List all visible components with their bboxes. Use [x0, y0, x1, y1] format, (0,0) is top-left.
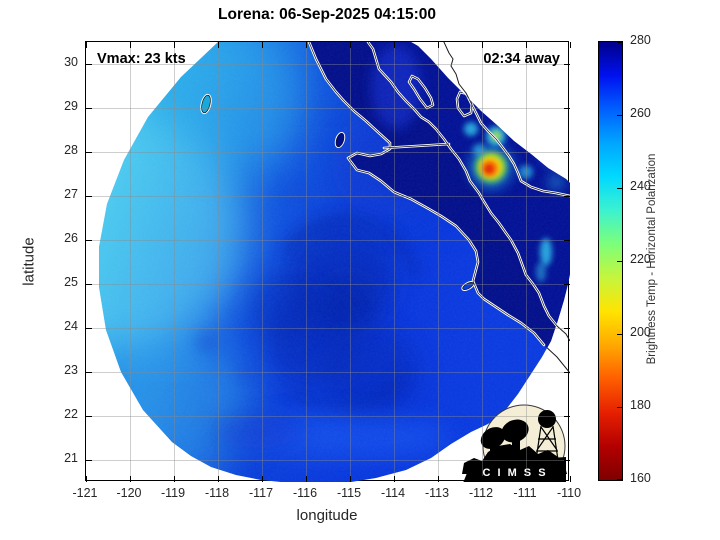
colorbar-tick — [617, 406, 622, 408]
colorbar-tick — [617, 333, 622, 335]
colorbar-tick-label: 220 — [630, 252, 651, 266]
cimss-banner-text: C I M S S — [482, 467, 547, 479]
colorbar-tick — [617, 42, 622, 43]
colorbar-tick — [617, 187, 622, 189]
y-axis-label: latitude — [20, 237, 38, 286]
x-tick-label: -110 — [556, 486, 582, 500]
y-tick-label: 21 — [64, 451, 78, 465]
x-tick-label: -112 — [468, 486, 494, 500]
y-tick-label: 25 — [64, 275, 78, 289]
colorbar-tick — [617, 260, 622, 262]
colorbar-tick-label: 160 — [630, 471, 651, 485]
y-tick-label: 30 — [64, 55, 78, 69]
colorbar — [598, 41, 623, 481]
y-tick-label: 23 — [64, 363, 78, 377]
x-tick-label: -116 — [292, 486, 318, 500]
y-tick-label: 22 — [64, 407, 78, 421]
x-tick-label: -111 — [513, 486, 537, 500]
plot-title: Lorena: 06-Sep-2025 04:15:00 — [218, 6, 436, 23]
satellite-dish-icon — [480, 419, 529, 458]
vmax-annotation: Vmax: 23 kts — [97, 51, 186, 67]
colorbar-tick — [617, 479, 622, 480]
x-tick-label: -114 — [380, 486, 406, 500]
colorbar-tick-label: 240 — [630, 179, 651, 193]
cimss-banner — [463, 457, 566, 482]
x-tick-label: -118 — [204, 486, 230, 500]
colorbar-tick-label: 180 — [630, 398, 651, 412]
x-tick-label: -115 — [336, 486, 362, 500]
microwave-swath-image: C I M S S — [99, 42, 570, 482]
eta-annotation: 02:34 away — [483, 51, 560, 67]
x-tick-label: -121 — [72, 486, 98, 500]
colorbar-tick-label: 200 — [630, 325, 651, 339]
colorbar-tick — [617, 114, 622, 116]
plot-area: C I M S S Vmax: 23 kts 02:34 away — [85, 41, 571, 482]
colorbar-tick-label: 260 — [630, 106, 651, 120]
y-tick-label: 29 — [64, 99, 78, 113]
y-tick-label: 28 — [64, 143, 78, 157]
colorbar-tick-label: 280 — [630, 33, 651, 47]
y-tick-label: 27 — [64, 187, 78, 201]
cimss-logo: C I M S S — [462, 404, 567, 482]
x-tick-label: -119 — [160, 486, 186, 500]
coastline-inside-swath — [200, 42, 570, 347]
x-axis-label: longitude — [296, 507, 358, 524]
x-tick-label: -113 — [424, 486, 450, 500]
x-tick-label: -117 — [248, 486, 274, 500]
x-tick-label: -120 — [116, 486, 142, 500]
y-tick-label: 24 — [64, 319, 78, 333]
y-tick-label: 26 — [64, 231, 78, 245]
